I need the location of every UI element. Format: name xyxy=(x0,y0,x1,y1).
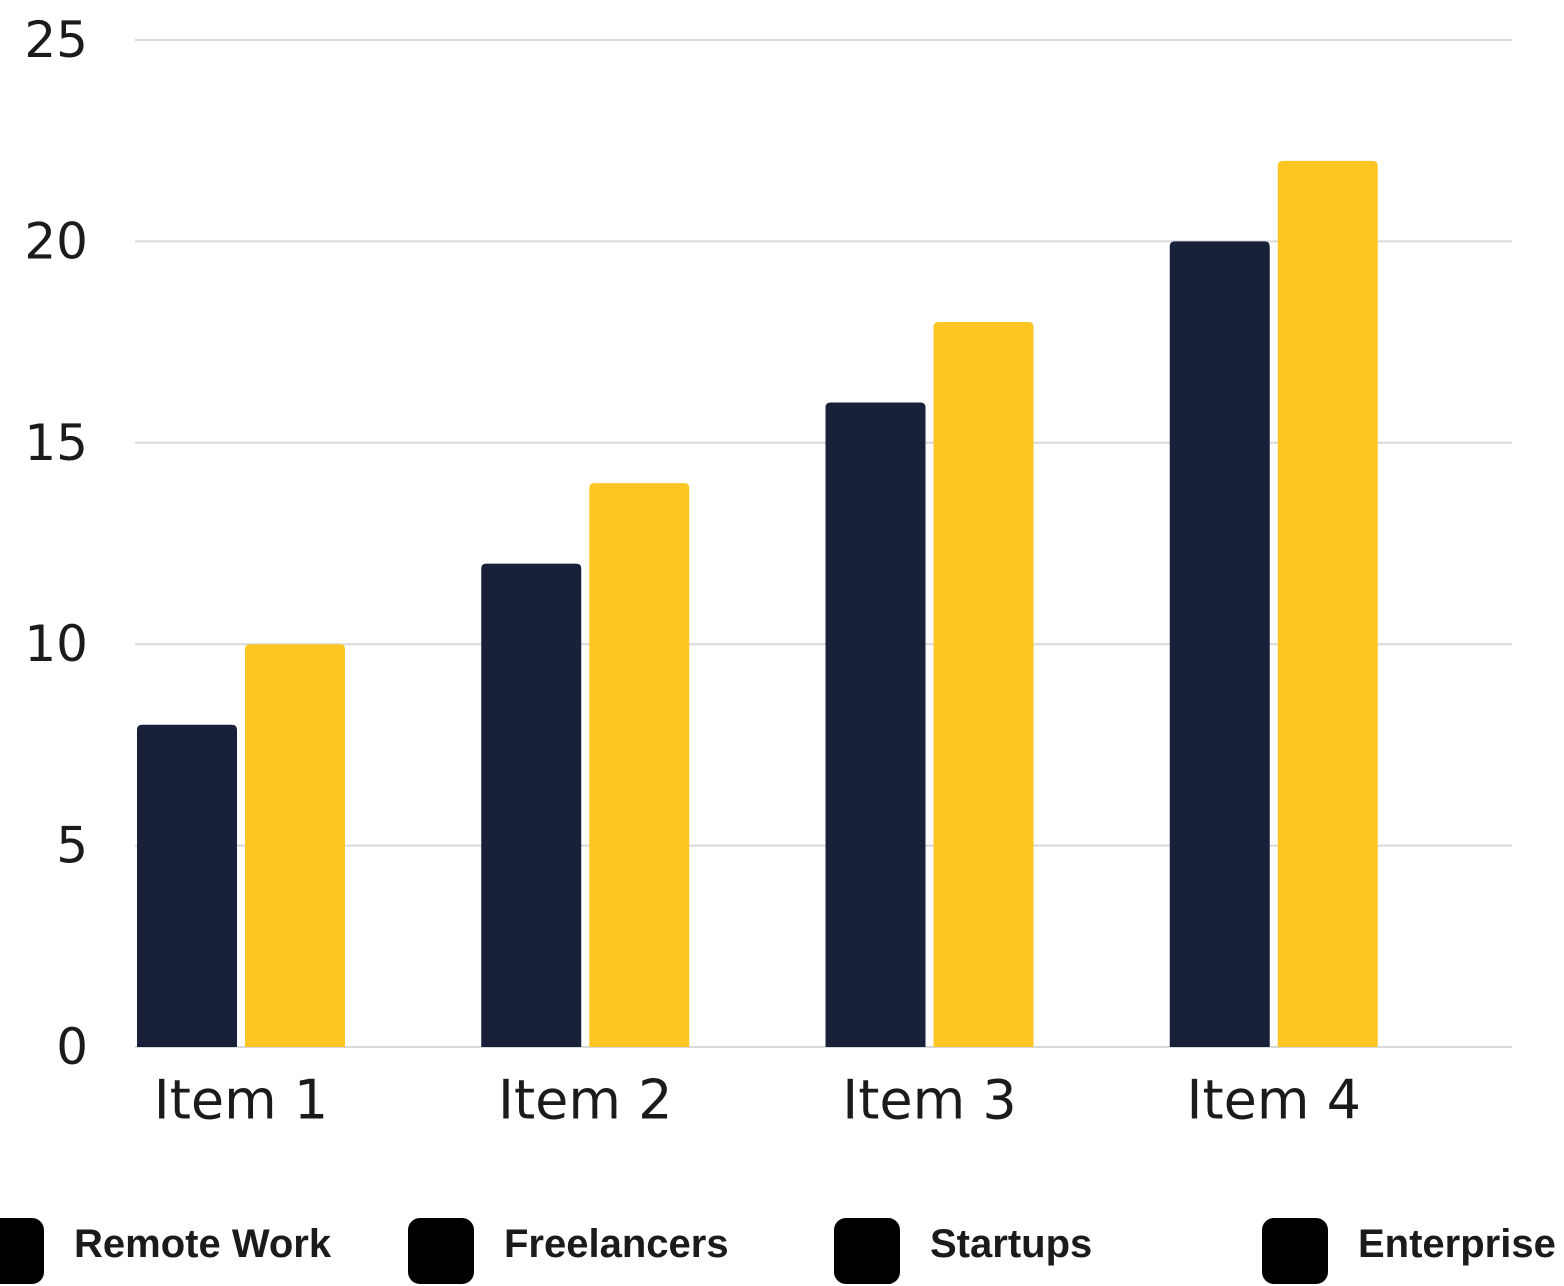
bar-remote-work-item-1 xyxy=(137,724,237,1047)
x-tick-label: Item 4 xyxy=(1187,1069,1361,1132)
y-tick-label: 15 xyxy=(24,414,88,472)
bar-remote-work-item-2 xyxy=(481,563,582,1047)
legend-label: Enterprise xyxy=(1358,1222,1556,1266)
bar-remote-work-item-4 xyxy=(1169,241,1270,1047)
bar-freelancers-item-3 xyxy=(933,321,1034,1048)
y-tick-label: 10 xyxy=(24,615,88,673)
bar-freelancers-item-4 xyxy=(1277,160,1378,1048)
legend-swatch xyxy=(408,1218,474,1284)
legend-label: Startups xyxy=(930,1222,1092,1266)
x-tick-label: Item 3 xyxy=(842,1069,1016,1132)
legend: Remote Work Freelancers Startups Enterprise xyxy=(0,1218,1556,1284)
bar-freelancers-item-2 xyxy=(589,483,690,1048)
legend-swatch xyxy=(834,1218,900,1284)
x-axis-labels: Item 1 Item 2 Item 3 Item 4 xyxy=(154,1069,1361,1132)
y-tick-label: 0 xyxy=(56,1018,88,1076)
bar-remote-work-item-3 xyxy=(825,402,926,1047)
legend-swatch xyxy=(1262,1218,1328,1284)
legend-label: Freelancers xyxy=(504,1222,729,1266)
y-tick-label: 25 xyxy=(24,11,88,69)
y-tick-label: 20 xyxy=(24,212,88,270)
x-tick-label: Item 2 xyxy=(498,1069,672,1132)
legend-label: Remote Work xyxy=(74,1222,332,1266)
bars xyxy=(137,160,1378,1048)
y-axis-ticks: 0 5 10 15 20 25 xyxy=(24,11,88,1076)
y-tick-label: 5 xyxy=(56,817,88,875)
bar-freelancers-item-1 xyxy=(245,644,345,1047)
legend-swatch xyxy=(0,1218,44,1284)
x-tick-label: Item 1 xyxy=(154,1069,328,1132)
